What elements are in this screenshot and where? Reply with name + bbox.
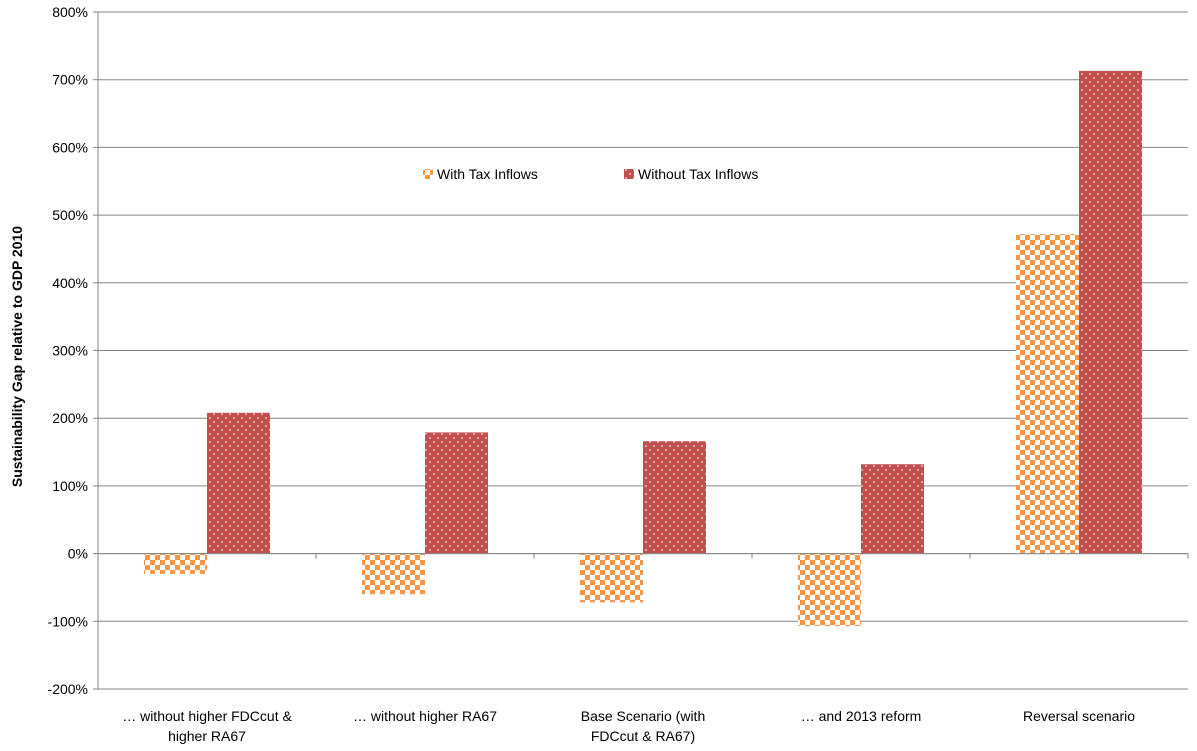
y-tick-label: 100% xyxy=(52,478,88,494)
y-tick-label: 500% xyxy=(52,207,88,223)
legend-label: With Tax Inflows xyxy=(437,166,538,182)
bar-with-tax-inflows xyxy=(1016,234,1079,554)
bar-without-tax-inflows xyxy=(425,432,488,554)
x-category-label: Base Scenario (with FDCcut & RA67) xyxy=(581,708,706,744)
bar-without-tax-inflows xyxy=(207,412,270,554)
x-axis-categories: … without higher FDCcut & higher RA67 … wi… xyxy=(122,708,1135,744)
bar-without-tax-inflows xyxy=(1079,70,1142,554)
y-axis-label: Sustainability Gap relative to GDP 2010 xyxy=(9,226,25,487)
bar-with-tax-inflows xyxy=(362,553,425,595)
legend-swatch xyxy=(624,169,634,179)
legend: With Tax Inflows Without Tax Inflows xyxy=(423,166,758,182)
legend-swatch xyxy=(423,169,433,179)
x-category-label: … without higher FDCcut & higher RA67 xyxy=(122,708,292,744)
y-tick-label: -200% xyxy=(48,681,88,697)
bar-with-tax-inflows xyxy=(144,553,207,574)
y-tick-label: 800% xyxy=(52,4,88,20)
x-category-label: Reversal scenario xyxy=(1023,708,1135,724)
y-tick-label: -100% xyxy=(48,613,88,629)
y-tick-label: 300% xyxy=(52,343,88,359)
axes xyxy=(97,12,1189,689)
y-axis-ticks: 800% 700% 600% 500% 400% 300% 200% 100% 0% -100% -… xyxy=(48,4,98,697)
bar-with-tax-inflows xyxy=(798,553,861,627)
y-tick-label: 700% xyxy=(52,72,88,88)
bars xyxy=(144,70,1142,627)
bar-without-tax-inflows xyxy=(643,441,706,554)
legend-label: Without Tax Inflows xyxy=(638,166,758,182)
y-tick-label: 600% xyxy=(52,139,88,155)
bar-without-tax-inflows xyxy=(861,464,924,554)
x-category-label: … without higher RA67 xyxy=(353,708,497,724)
bar-with-tax-inflows xyxy=(580,553,643,603)
y-tick-label: 400% xyxy=(52,275,88,291)
y-tick-label: 200% xyxy=(52,410,88,426)
y-tick-label: 0% xyxy=(68,546,88,562)
x-category-label: … and 2013 reform xyxy=(801,708,922,724)
